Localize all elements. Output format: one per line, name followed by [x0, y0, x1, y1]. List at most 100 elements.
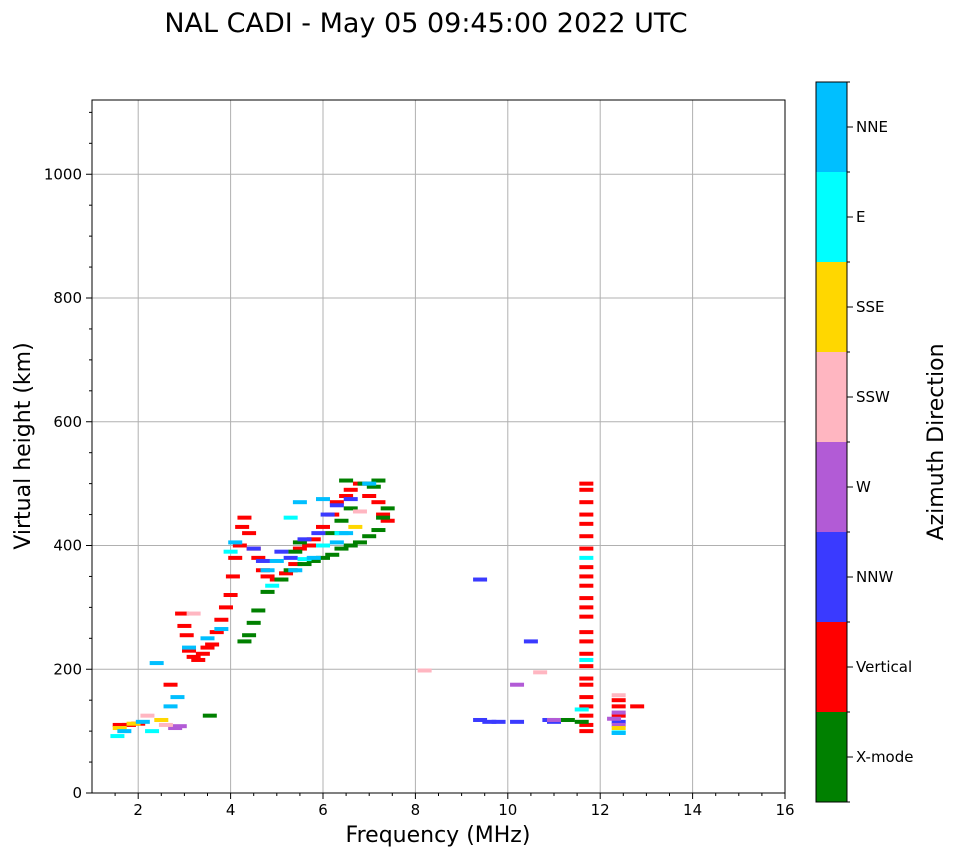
data-point: [260, 589, 275, 594]
data-point: [288, 568, 303, 573]
data-point: [316, 555, 330, 560]
colorbar-tick-label: W: [856, 478, 871, 496]
colorbar-segment: [816, 82, 847, 172]
data-point: [362, 481, 377, 486]
data-point: [182, 645, 197, 650]
data-point: [579, 713, 594, 718]
data-point: [260, 568, 275, 573]
data-point: [205, 642, 220, 647]
data-point: [297, 562, 312, 567]
colorbar-tick-label: NNE: [856, 118, 888, 136]
data-points: [110, 478, 645, 739]
data-point: [417, 668, 432, 673]
data-point: [292, 540, 307, 545]
colorbar-tick-label: Vertical: [856, 658, 912, 676]
data-point: [533, 670, 548, 675]
data-point: [163, 704, 178, 709]
data-point: [579, 695, 594, 700]
data-point: [246, 620, 261, 625]
data-point: [112, 726, 127, 731]
data-point: [473, 577, 488, 582]
data-point: [579, 546, 594, 551]
data-point: [579, 500, 594, 505]
data-point: [371, 478, 386, 483]
data-point: [380, 506, 395, 511]
colorbar-tick-label: SSE: [856, 298, 885, 316]
data-point: [339, 531, 354, 536]
x-tick-label: 8: [411, 801, 421, 819]
data-point: [579, 605, 594, 610]
data-point: [510, 719, 525, 724]
colorbar-segment: [816, 712, 847, 802]
data-point: [579, 722, 594, 727]
data-point: [274, 577, 289, 582]
data-point: [135, 719, 150, 724]
y-tick-label: 800: [53, 289, 82, 307]
y-tick-label: 1000: [44, 165, 82, 183]
data-point: [611, 698, 626, 703]
data-point: [218, 605, 233, 610]
y-tick-label: 600: [53, 413, 82, 431]
data-point: [579, 682, 594, 687]
data-point: [611, 713, 626, 718]
data-point: [214, 617, 229, 622]
data-point: [182, 648, 197, 653]
data-point: [510, 682, 525, 687]
data-point: [316, 497, 330, 502]
data-point: [195, 651, 210, 656]
data-point: [283, 555, 298, 560]
data-point: [251, 608, 266, 613]
data-point: [223, 593, 238, 597]
data-point: [269, 558, 284, 563]
data-point: [611, 719, 626, 724]
data-point: [316, 543, 330, 548]
data-point: [334, 546, 349, 551]
data-point: [186, 611, 201, 616]
data-point: [343, 506, 358, 511]
data-point: [579, 555, 594, 560]
colorbar-tick-label: SSW: [856, 388, 890, 406]
data-point: [611, 722, 626, 727]
x-axis-ticks: 2 4 6 8 10 12 14 16: [114, 793, 795, 819]
colorbar-segment: [816, 622, 847, 712]
x-tick-label: 2: [133, 801, 143, 819]
data-point: [288, 562, 303, 567]
data-point: [343, 497, 358, 502]
data-point: [117, 729, 132, 734]
data-point: [140, 713, 155, 718]
data-point: [574, 707, 589, 712]
data-point: [491, 719, 506, 724]
data-point: [579, 481, 594, 486]
data-point: [560, 717, 575, 722]
data-point: [191, 657, 206, 662]
data-point: [126, 721, 141, 726]
data-point: [292, 500, 307, 505]
colorbar-segment: [816, 352, 847, 442]
data-point: [170, 695, 185, 700]
data-point: [235, 524, 250, 529]
data-point: [251, 555, 266, 560]
data-point: [473, 717, 488, 722]
x-tick-label: 14: [683, 801, 702, 819]
colorbar-tick-label: X-mode: [856, 748, 913, 766]
data-point: [579, 565, 594, 570]
data-point: [302, 543, 317, 548]
data-point: [177, 623, 192, 628]
series-sse: [112, 524, 626, 731]
data-point: [523, 639, 538, 644]
chart-title: NAL CADI - May 05 09:45:00 2022 UTC: [164, 8, 687, 39]
data-point: [579, 639, 594, 644]
data-point: [179, 633, 194, 638]
series-x-mode: [202, 478, 589, 724]
data-point: [200, 636, 215, 641]
data-point: [343, 543, 358, 548]
data-point: [371, 500, 386, 505]
data-point: [376, 512, 391, 517]
y-axis-ticks: 0 200 400 600 800 1000: [44, 111, 92, 802]
data-point: [186, 654, 201, 659]
data-point: [163, 682, 178, 687]
data-point: [579, 729, 594, 734]
data-point: [154, 717, 169, 722]
data-point: [352, 540, 367, 545]
